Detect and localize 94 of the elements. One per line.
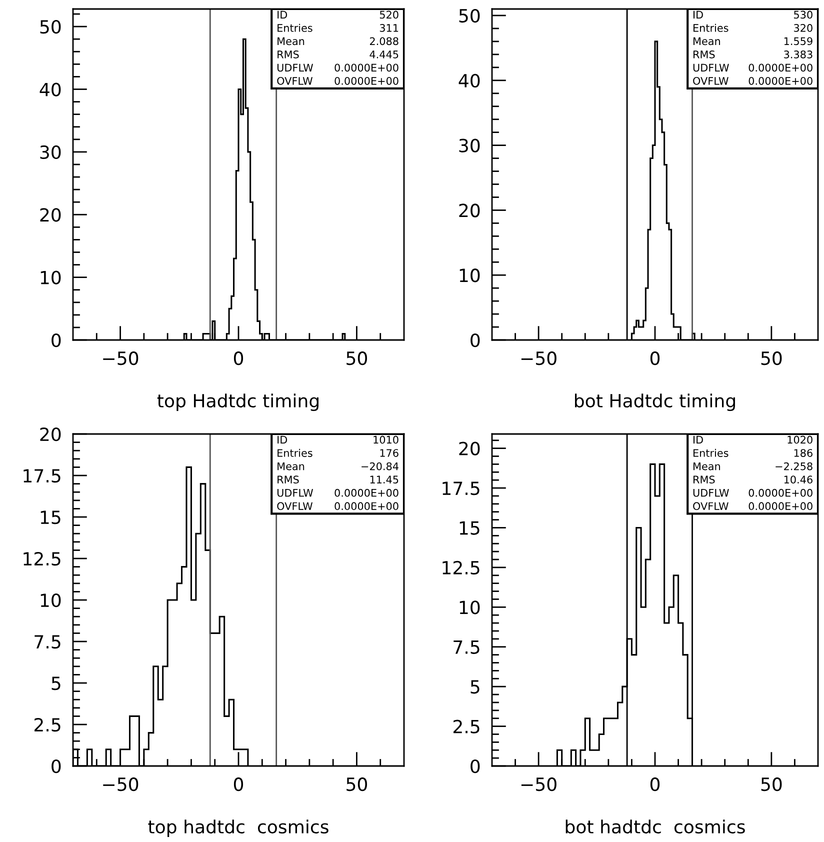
annotation: Mean: [278, 37, 304, 46]
annotation: OVFLW: [693, 76, 728, 85]
y-tick-label: 7.5: [34, 635, 60, 649]
annotation: 1.559: [784, 37, 812, 46]
annotation: 186: [794, 449, 812, 457]
annotation: −20.84: [362, 462, 398, 470]
y-tick-label: 15: [40, 510, 60, 524]
y-tick-label: 0: [470, 759, 480, 774]
y-tick-label: 0: [52, 759, 61, 774]
annotation: Mean: [694, 37, 720, 46]
x-axis-title: top hadtdc cosmics: [148, 820, 328, 838]
annotation: RMS: [694, 476, 715, 484]
y-tick-label: 5: [52, 676, 60, 690]
annotation: 0.0000E+00: [748, 502, 812, 510]
x-tick-label: −50: [103, 777, 138, 792]
y-tick-label: 2.5: [34, 718, 60, 732]
y-tick-label: 15: [460, 521, 480, 535]
y-tick-label: 20: [40, 208, 61, 222]
y-tick-label: 10: [40, 270, 61, 284]
y-tick-label: 40: [40, 82, 61, 96]
annotation: OVFLW: [693, 502, 728, 510]
x-tick-label: 0: [234, 777, 244, 792]
y-tick-label: 10: [460, 268, 480, 282]
annotation: 311: [380, 24, 398, 32]
y-tick-label: 50: [459, 8, 480, 23]
annotation: Entries: [694, 448, 728, 457]
x-axis-title: top Hadtdc timing: [157, 394, 318, 412]
annotation: 3.383: [784, 50, 812, 58]
annotation: RMS: [694, 50, 715, 58]
annotation: 0.0000E+00: [748, 488, 812, 497]
annotation: Mean: [278, 462, 304, 470]
annotation: Entries: [694, 24, 728, 32]
annotation: 0.0000E+00: [334, 64, 398, 72]
annotation: 0.0000E+00: [334, 488, 398, 497]
annotation: 176: [380, 449, 398, 457]
y-tick-label: 2.5: [454, 720, 480, 734]
y-tick-label: 17.5: [24, 469, 60, 483]
y-tick-label: 50: [40, 20, 61, 34]
annotation: Entries: [278, 448, 312, 457]
annotation: ID: [694, 436, 703, 444]
annotation: UDFLW: [277, 64, 314, 72]
annotation: 2.088: [370, 37, 398, 46]
x-tick-label: −50: [103, 351, 138, 366]
annotation: OVFLW: [277, 76, 313, 85]
y-tick-label: 20: [459, 442, 480, 456]
annotation: 0.0000E+00: [748, 64, 812, 72]
y-tick-label: 10: [460, 600, 480, 614]
x-tick-label: 0: [234, 351, 244, 366]
y-tick-label: 5: [470, 680, 480, 694]
annotation: Entries: [278, 24, 312, 32]
y-tick-label: 17.5: [442, 482, 480, 496]
annotation: 0.0000E+00: [748, 76, 812, 85]
annotation: RMS: [278, 50, 299, 58]
y-tick-label: 12.5: [442, 560, 480, 575]
annotation: Mean: [694, 462, 720, 470]
annotation: RMS: [278, 476, 299, 484]
x-axis-title: bot Hadtdc timing: [575, 394, 735, 412]
y-tick-label: 30: [459, 138, 480, 152]
x-tick-label: 50: [761, 351, 782, 366]
annotation: 11.45: [370, 476, 398, 484]
annotation: 10.46: [784, 476, 812, 484]
annotation: UDFLW: [693, 489, 729, 497]
y-tick-label: 0: [470, 333, 480, 348]
annotation: 520: [380, 10, 398, 19]
x-tick-label: 0: [650, 351, 660, 366]
annotation: 320: [794, 24, 812, 32]
y-tick-label: 30: [40, 145, 61, 160]
annotation: 4.445: [370, 50, 398, 58]
annotation: ID: [278, 10, 288, 18]
x-tick-label: 50: [346, 777, 368, 792]
annotation: OVFLW: [277, 502, 313, 510]
annotation: 1010: [374, 436, 398, 444]
x-axis-title: bot hadtdc cosmics: [566, 820, 745, 834]
y-tick-label: 20: [459, 204, 480, 218]
annotation: ID: [694, 10, 703, 18]
y-tick-label: 40: [458, 74, 480, 88]
x-tick-label: −50: [521, 351, 556, 366]
y-tick-label: 12.5: [24, 552, 60, 566]
annotation: 1020: [788, 436, 812, 444]
y-tick-label: 7.5: [454, 640, 480, 654]
y-tick-label: 20: [40, 427, 61, 442]
annotation: 0.0000E+00: [334, 76, 398, 85]
x-tick-label: 50: [346, 351, 368, 366]
annotation: UDFLW: [693, 64, 729, 72]
y-tick-label: 0: [52, 333, 61, 348]
annotation: 530: [794, 10, 812, 19]
annotation: 0.0000E+00: [334, 502, 398, 510]
x-tick-label: −50: [521, 777, 556, 792]
annotation: ID: [278, 436, 288, 444]
annotation: −2.258: [776, 462, 812, 470]
x-tick-label: 0: [650, 777, 660, 792]
x-tick-label: 50: [761, 777, 782, 792]
annotation: UDFLW: [277, 489, 314, 497]
y-tick-label: 10: [40, 593, 61, 608]
